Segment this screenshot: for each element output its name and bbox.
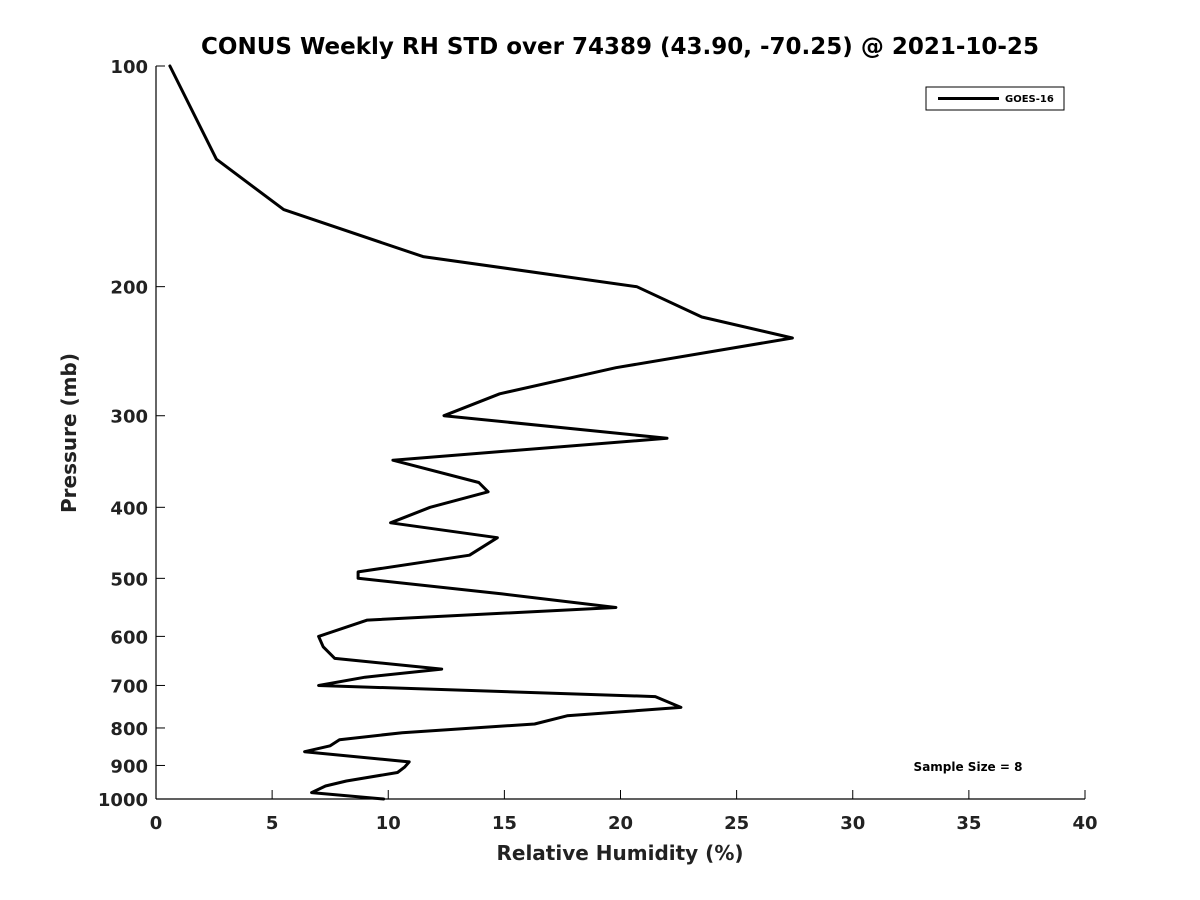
x-tick-label: 25 — [724, 813, 749, 834]
x-tick-label: 15 — [492, 813, 517, 834]
chart-title: CONUS Weekly RH STD over 74389 (43.90, -… — [201, 34, 1039, 60]
x-tick-label: 5 — [266, 813, 279, 834]
series-layer — [168, 64, 794, 801]
x-tick-label: 35 — [956, 813, 981, 834]
ticks: 0 5 10 15 20 25 30 35 40 100 200 300 400 500 600 700 800… — [98, 57, 1098, 834]
x-tick-label: 30 — [840, 813, 865, 834]
y-tick-label: 300 — [110, 407, 148, 428]
legend-label-goes-16: GOES-16 — [1005, 94, 1054, 105]
x-tick-label: 10 — [376, 813, 401, 834]
y-axis-label: Pressure (mb) — [57, 353, 81, 513]
y-tick-label: 1000 — [98, 790, 148, 811]
y-tick-label: 400 — [110, 498, 148, 519]
y-tick-label: 900 — [110, 756, 148, 777]
y-tick-label: 600 — [110, 627, 148, 648]
y-tick-label: 500 — [110, 569, 148, 590]
sample-size-annotation: Sample Size = 8 — [914, 760, 1023, 774]
y-tick-label: 100 — [110, 57, 148, 78]
y-tick-label: 700 — [110, 676, 148, 697]
y-tick-label: 200 — [110, 278, 148, 299]
x-tick-label: 20 — [608, 813, 633, 834]
x-axis-label: Relative Humidity (%) — [496, 841, 743, 865]
y-tick-label: 800 — [110, 719, 148, 740]
legend: GOES-16 — [925, 86, 1065, 111]
x-tick-label: 0 — [150, 813, 163, 834]
series-line-goes-16 — [168, 64, 794, 801]
x-tick-label: 40 — [1072, 813, 1097, 834]
